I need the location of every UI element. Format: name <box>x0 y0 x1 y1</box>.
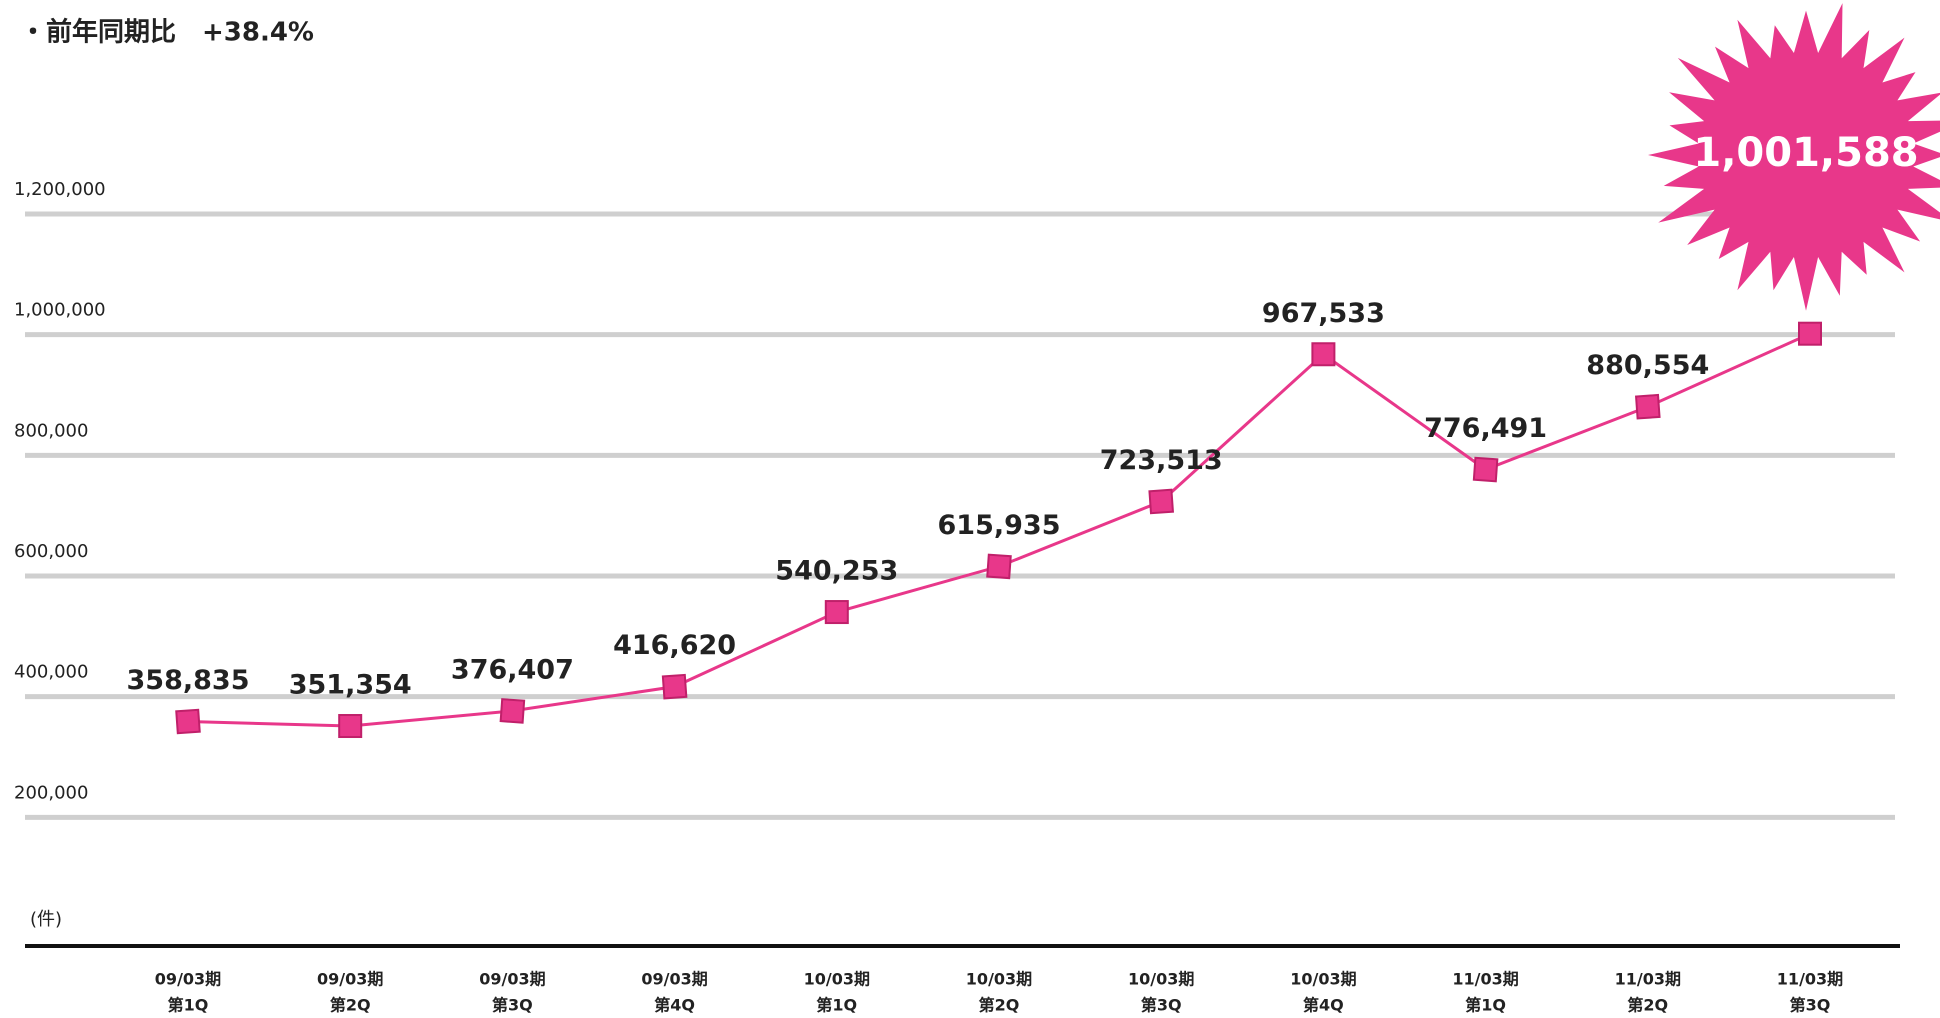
value-label: 358,835 <box>127 665 250 696</box>
value-label: 540,253 <box>775 556 898 587</box>
value-label: 776,491 <box>1424 413 1547 444</box>
marker <box>1472 456 1499 483</box>
x-tick-label: 09/03期 <box>155 970 221 989</box>
x-tick-label: 10/03期 <box>1290 970 1356 989</box>
x-tick-label: 第4Q <box>1303 996 1344 1015</box>
x-tick-label: 09/03期 <box>479 970 545 989</box>
y-tick-label: 800,000 <box>14 420 88 441</box>
marker <box>338 714 363 739</box>
x-tick-label: 10/03期 <box>804 970 870 989</box>
x-tick-label: 第1Q <box>816 996 857 1015</box>
value-label: 880,554 <box>1586 350 1709 381</box>
y-unit: (件) <box>30 909 62 930</box>
starburst <box>1648 3 1940 311</box>
value-label: 351,354 <box>289 670 412 701</box>
value-label: 1,001,588 <box>1693 130 1918 176</box>
y-tick-label: 200,000 <box>14 782 88 803</box>
x-tick-label: 11/03期 <box>1777 970 1843 989</box>
x-tick-label: 第4Q <box>654 996 695 1015</box>
x-tick-label: 第2Q <box>979 996 1020 1015</box>
x-tick-label: 09/03期 <box>317 970 383 989</box>
x-tick-label: 09/03期 <box>641 970 707 989</box>
x-tick-label: 第1Q <box>1465 996 1506 1015</box>
x-tick-label: 第3Q <box>1790 996 1831 1015</box>
value-label: 615,935 <box>938 510 1061 541</box>
marker <box>661 673 688 700</box>
x-tick-label: 第2Q <box>1627 996 1668 1015</box>
x-tick-label: 第2Q <box>330 996 371 1015</box>
y-tick-label: 1,000,000 <box>14 300 106 321</box>
value-label: 376,407 <box>451 654 574 685</box>
value-label: 967,533 <box>1262 298 1385 329</box>
chart-subtitle: ・前年同期比 +38.4% <box>20 17 314 48</box>
x-tick-label: 11/03期 <box>1615 970 1681 989</box>
marker <box>499 698 526 724</box>
marker <box>1634 393 1661 420</box>
x-tick-label: 10/03期 <box>1128 970 1194 989</box>
value-label: 416,620 <box>613 630 736 661</box>
marker <box>986 553 1012 580</box>
x-tick-label: 第3Q <box>1141 996 1182 1015</box>
value-label: 723,513 <box>1100 445 1223 476</box>
marker <box>175 708 201 735</box>
y-tick-label: 1,200,000 <box>14 179 106 200</box>
marker <box>1148 488 1175 515</box>
y-tick-label: 400,000 <box>14 662 88 683</box>
x-tick-label: 10/03期 <box>966 970 1032 989</box>
x-tick-label: 11/03期 <box>1452 970 1518 989</box>
x-tick-label: 第1Q <box>168 996 209 1015</box>
marker <box>1798 321 1822 346</box>
y-tick-label: 600,000 <box>14 541 88 562</box>
marker <box>824 600 849 625</box>
marker <box>1311 342 1336 367</box>
x-tick-label: 第3Q <box>492 996 533 1015</box>
